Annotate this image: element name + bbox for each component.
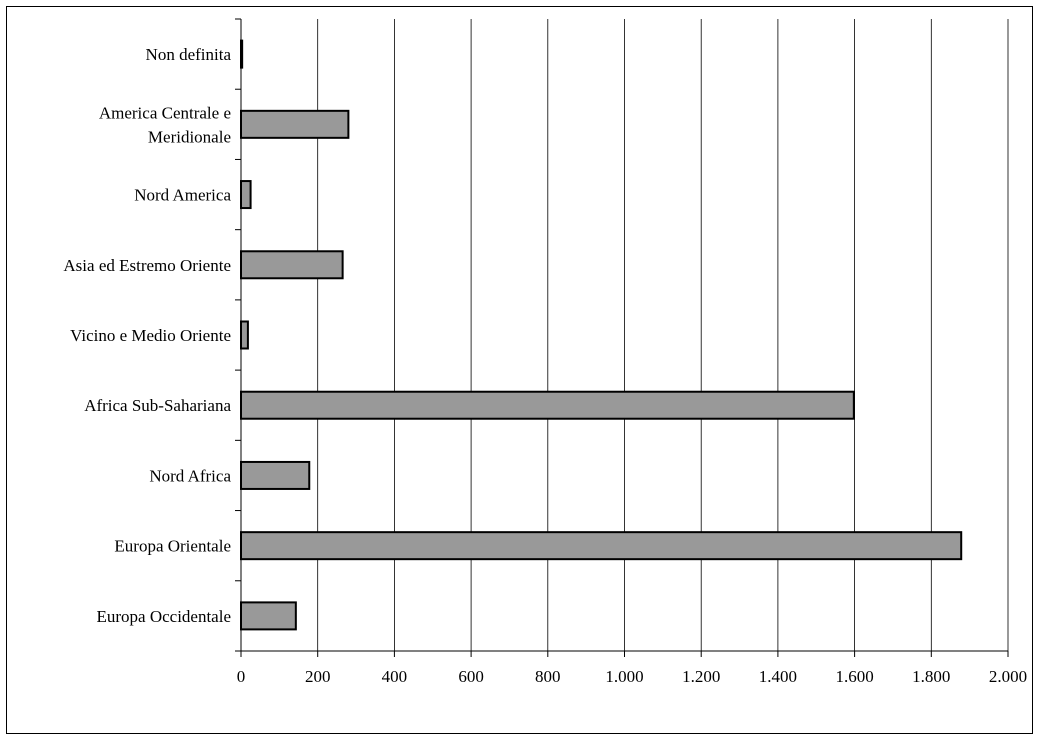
bar xyxy=(240,390,855,420)
bar xyxy=(240,460,311,490)
x-tick-label: 1.000 xyxy=(605,667,643,686)
bar xyxy=(240,109,350,139)
x-tick-label: 1.800 xyxy=(912,667,950,686)
x-tick-label: 200 xyxy=(305,667,331,686)
grid-lines xyxy=(317,19,1009,651)
x-tick-label: 400 xyxy=(382,667,408,686)
y-tick-label: Nord Africa xyxy=(149,466,231,485)
bar xyxy=(240,320,249,350)
y-tick-label: Non definita xyxy=(146,45,232,64)
y-tick-label: Vicino e Medio Oriente xyxy=(70,326,231,345)
x-tick-label: 1.200 xyxy=(682,667,720,686)
chart-frame: 0 200 400 600 800 1.000 1.200 1.400 1.600 1.800 2.… xyxy=(6,6,1033,734)
axes xyxy=(235,18,1009,657)
bar-chart: 0 200 400 600 800 1.000 1.200 1.400 1.600 1.800 2.… xyxy=(63,18,1027,686)
x-tick-label: 0 xyxy=(237,667,246,686)
bar xyxy=(240,601,297,631)
bars xyxy=(240,39,963,631)
tick-labels: 0 200 400 600 800 1.000 1.200 1.400 1.600 1.800 2.… xyxy=(63,45,1027,686)
x-tick-label: 800 xyxy=(535,667,561,686)
bar xyxy=(240,250,344,280)
y-tick-label: Nord America xyxy=(134,186,231,205)
x-tick-label: 1.600 xyxy=(835,667,873,686)
x-tick-label: 1.400 xyxy=(759,667,797,686)
x-tick-label: 600 xyxy=(458,667,484,686)
y-tick-label: Africa Sub-Sahariana xyxy=(84,396,231,415)
y-tick-label: Europa Occidentale xyxy=(96,607,231,626)
bar xyxy=(240,531,963,561)
bar xyxy=(240,180,252,210)
y-tick-label: Asia ed Estremo Oriente xyxy=(63,256,231,275)
x-tick-label: 2.000 xyxy=(989,667,1027,686)
y-tick-label: America Centrale e Meridionale xyxy=(99,103,231,146)
y-tick-label: Europa Orientale xyxy=(114,537,231,556)
